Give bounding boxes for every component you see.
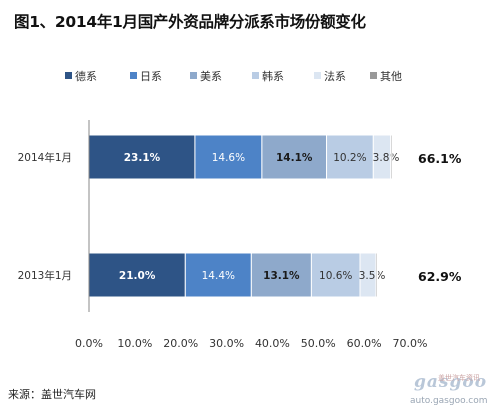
- x-tick-label-4: 30.0%: [209, 337, 244, 350]
- bar-segment-2-3: [250, 252, 312, 298]
- legend-swatch-2: [130, 72, 137, 79]
- legend-label-5: 法系: [324, 69, 346, 83]
- legend-label-3: 美系: [200, 70, 222, 83]
- gasgoo-watermark-logo: gasgoo 盖世汽车资讯 auto.gasgoo.com: [408, 372, 492, 410]
- data-label-1-3: 14.1%: [276, 152, 313, 164]
- data-label-2-2: 14.4%: [202, 270, 235, 282]
- total-label-1: 66.1%: [418, 151, 462, 166]
- watermark-url: auto.gasgoo.com: [410, 396, 488, 406]
- x-tick-label-2: 10.0%: [117, 337, 152, 350]
- data-label-2-5: 3.5%: [359, 270, 386, 282]
- bars-group: 23.1% 14.6% 14.1% 10.2% 3.8% 66.1% 21.0% 14.4% 1…: [88, 134, 462, 298]
- category-labels: 2014年1月 2013年1月: [18, 151, 72, 282]
- category-label-1: 2014年1月: [18, 151, 72, 164]
- source-note: 来源：盖世汽车网: [8, 388, 96, 401]
- watermark-cn-text: 盖世汽车资讯: [438, 374, 480, 382]
- category-label-2: 2013年1月: [18, 269, 72, 282]
- bar-segment-2-6: [375, 252, 378, 298]
- legend-swatch-6: [370, 72, 377, 79]
- legend-label-6: 其他: [380, 70, 402, 83]
- x-tick-label-5: 40.0%: [255, 337, 290, 350]
- legend-label-2: 日系: [140, 70, 162, 83]
- bar-segment-2-1: [88, 252, 186, 298]
- watermark-logo-text: gasgoo: [414, 372, 488, 392]
- x-tick-label-8: 70.0%: [393, 337, 428, 350]
- legend: 德系 日系 美系 韩系 法系 其他: [65, 69, 402, 83]
- legend-swatch-1: [65, 72, 72, 79]
- x-tick-label-7: 60.0%: [347, 337, 382, 350]
- data-label-1-4: 10.2%: [333, 152, 366, 164]
- chart-title: 图1、2014年1月国产外资品牌分派系市场份额变化: [14, 13, 366, 31]
- bar-segment-1-2: [194, 134, 263, 180]
- x-tick-label-1: 0.0%: [75, 337, 103, 350]
- legend-swatch-4: [252, 72, 259, 79]
- data-label-2-1: 21.0%: [119, 270, 156, 282]
- total-label-2: 62.9%: [418, 269, 462, 284]
- bar-segment-2-4: [310, 252, 361, 298]
- bar-segment-2-2: [184, 252, 252, 298]
- data-label-1-1: 23.1%: [124, 152, 161, 164]
- legend-label-1: 德系: [75, 69, 97, 83]
- data-label-2-4: 10.6%: [319, 270, 352, 282]
- legend-label-4: 韩系: [262, 69, 284, 83]
- x-axis: 0.0% 10.0% 20.0% 30.0% 40.0% 50.0% 60.0% 70.0%: [75, 120, 427, 350]
- x-tick-label-3: 20.0%: [163, 337, 198, 350]
- data-label-1-5: 3.8%: [373, 152, 400, 164]
- legend-swatch-3: [190, 72, 197, 79]
- x-tick-label-6: 50.0%: [301, 337, 336, 350]
- legend-swatch-5: [314, 72, 321, 79]
- data-label-2-3: 13.1%: [263, 270, 300, 282]
- bar-segment-1-6: [390, 134, 393, 180]
- data-label-1-2: 14.6%: [212, 152, 245, 164]
